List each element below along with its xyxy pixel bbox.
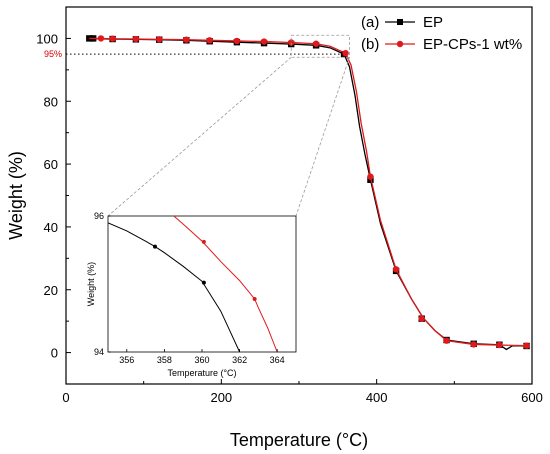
data-point-ep-cps xyxy=(367,173,374,180)
y-axis-title: Weight (%) xyxy=(6,151,26,240)
y-tick-label: 100 xyxy=(36,31,58,46)
data-point-ep-cps xyxy=(97,35,105,42)
inset-data-point-ep xyxy=(153,244,157,249)
data-point-ep-cps xyxy=(132,35,140,43)
x-tick-label: 600 xyxy=(521,390,543,405)
y-tick-label: 60 xyxy=(44,157,58,172)
inset-x-tick-label: 364 xyxy=(270,355,285,365)
zoom-guide-left xyxy=(107,56,292,217)
data-point-ep-cps xyxy=(260,38,268,45)
data-point-ep-cps xyxy=(418,315,425,322)
data-point-ep-cps xyxy=(156,36,163,43)
inset-data-point-ep-cps xyxy=(201,239,206,244)
x-tick-label: 400 xyxy=(366,390,388,405)
inset-series-line-ep-cps xyxy=(173,216,278,352)
legend-marker-square xyxy=(397,19,403,25)
data-point-ep-cps xyxy=(288,39,295,46)
inset-plot: 356 358 360 362 364 94 96 Temperature (°C) Weigh… xyxy=(86,211,297,378)
inset-data-point-ep xyxy=(201,280,206,285)
inset-y-axis-title: Weight (%) xyxy=(86,262,96,306)
main-plot-area xyxy=(66,35,530,351)
data-point-ep-cps xyxy=(496,341,503,349)
series-line-ep-cps xyxy=(89,37,527,347)
legend-entry-label: EP-CPs-1 wt% xyxy=(423,36,522,53)
legend-marker-circle xyxy=(396,40,404,48)
inset-series-line-ep xyxy=(108,222,241,352)
data-point-ep-cps xyxy=(523,342,530,349)
data-point-ep-cps xyxy=(183,36,190,43)
inset-x-tick-label: 362 xyxy=(232,355,247,365)
data-point-ep-cps xyxy=(443,337,450,344)
y-tick-label: 80 xyxy=(44,94,58,109)
y-tick-label: 0 xyxy=(51,346,58,361)
legend-tag: (b) xyxy=(361,36,379,53)
x-axis-title: Temperature (°C) xyxy=(230,430,368,450)
data-point-ep-cps xyxy=(206,37,213,44)
data-point-ep-cps xyxy=(233,37,241,45)
inset-x-tick-label: 358 xyxy=(157,355,172,365)
inset-frame xyxy=(107,215,297,353)
data-point-ep-cps xyxy=(312,40,320,47)
x-tick-label: 0 xyxy=(62,390,69,405)
zoom-guide-right xyxy=(295,57,350,217)
inset-x-tick-label: 356 xyxy=(119,355,134,365)
legend: (a) EP (b) EP-CPs-1 wt% xyxy=(361,14,522,53)
inset-y-tick-label: 94 xyxy=(94,347,104,357)
inset-x-tick-label: 360 xyxy=(194,355,209,365)
data-point-ep-cps xyxy=(342,49,349,57)
data-point-ep-cps xyxy=(109,35,116,42)
reference-label: 95% xyxy=(44,49,62,59)
legend-tag: (a) xyxy=(361,14,379,31)
inset-series-group xyxy=(108,216,278,352)
data-point-ep-cps xyxy=(470,341,477,348)
x-tick-label: 200 xyxy=(210,390,232,405)
data-point-ep-cps xyxy=(392,266,400,273)
y-tick-label: 20 xyxy=(44,283,58,298)
main-axes: 0 200 400 600 0 20 40 60 80 100 Temperature (°C) We… xyxy=(6,6,543,450)
inset-data-point-ep-cps xyxy=(252,296,257,301)
legend-entry-label: EP xyxy=(423,14,443,31)
y-tick-label: 40 xyxy=(44,220,58,235)
inset-y-tick-label: 96 xyxy=(94,211,104,221)
inset-x-axis-title: Temperature (°C) xyxy=(167,368,236,378)
zoom-guides xyxy=(107,34,350,217)
